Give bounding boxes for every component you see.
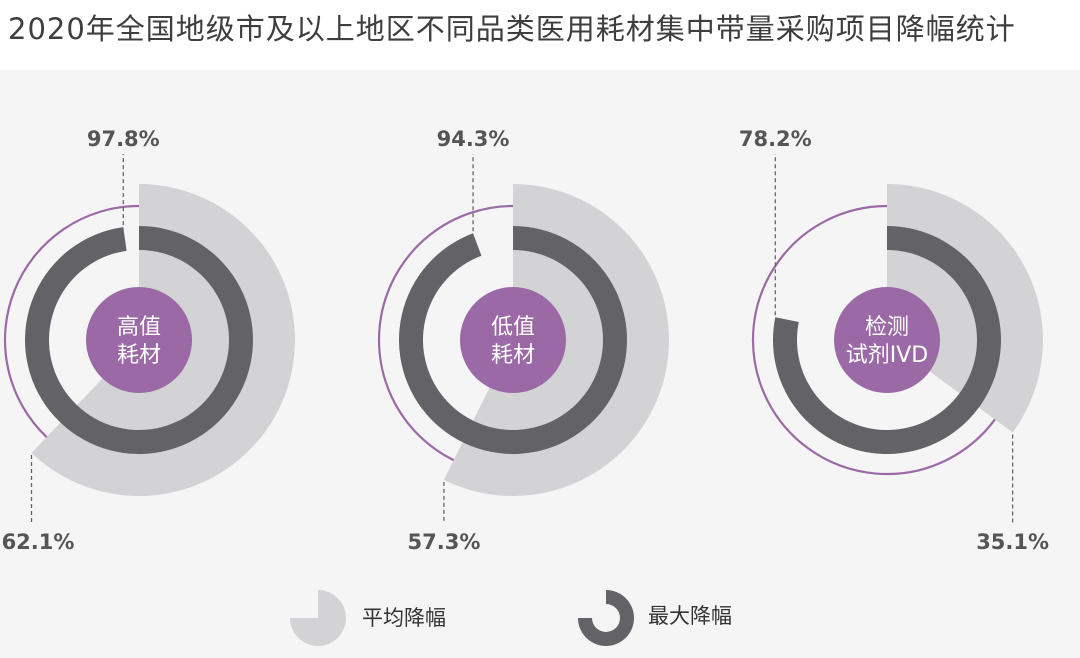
- center-disc: [86, 287, 192, 393]
- outline-arc: [751, 204, 996, 476]
- legend-item-avg: 平均降幅: [290, 590, 446, 646]
- legend-avg-icon: [290, 590, 346, 646]
- category-label-line1: 低值: [491, 315, 535, 340]
- avg-value-label: 57.3%: [408, 530, 481, 554]
- chart-title: 2020年全国地级市及以上地区不同品类医用耗材集中带量采购项目降幅统计: [8, 12, 1016, 46]
- max-value-label: 78.2%: [739, 127, 812, 151]
- category-label-line2: 耗材: [491, 343, 535, 368]
- category-label-line1: 检测: [865, 315, 909, 340]
- legend-max-icon: [578, 590, 634, 646]
- center-disc: [460, 287, 566, 393]
- legend-item-max: 最大降幅: [578, 590, 732, 646]
- center-disc: [834, 287, 940, 393]
- legend: 平均降幅 最大降幅: [290, 590, 732, 646]
- avg-value-label: 35.1%: [976, 530, 1049, 554]
- category-label-line1: 高值: [117, 315, 161, 340]
- title-bar: 2020年全国地级市及以上地区不同品类医用耗材集中带量采购项目降幅统计: [0, 0, 1080, 70]
- max-value-label: 97.8%: [87, 127, 160, 151]
- outline-arc: [377, 204, 514, 462]
- avg-value-label: 62.1%: [2, 530, 75, 554]
- category-label-line2: 耗材: [117, 343, 161, 368]
- legend-avg-label: 平均降幅: [362, 606, 446, 630]
- max-value-label: 94.3%: [437, 127, 510, 151]
- outline-arc: [3, 204, 140, 438]
- category-label-line2: 试剂IVD: [846, 343, 928, 368]
- legend-max-label: 最大降幅: [648, 604, 732, 628]
